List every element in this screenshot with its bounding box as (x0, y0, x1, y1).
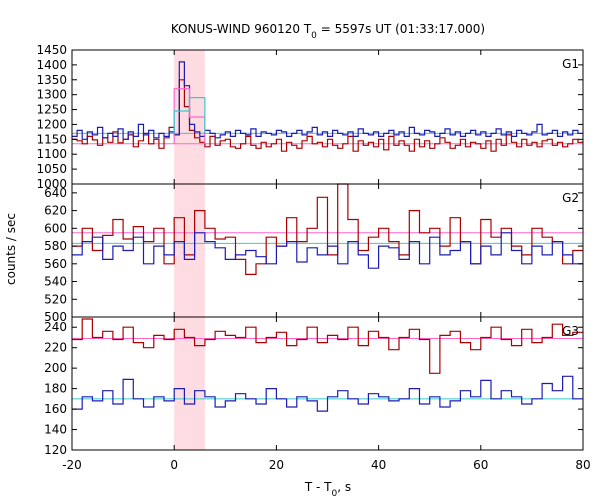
panel-label-g3: G3 (562, 324, 579, 338)
y-tick-label: 160 (44, 402, 67, 416)
panel-g2: 500 520 540 560 580 600 620 640 G2 (44, 183, 584, 324)
y-tick-label: 1050 (36, 162, 67, 176)
chart-title-main: KONUS-WIND 960120 T (171, 22, 312, 36)
series-red-g1 (72, 79, 583, 152)
x-tick-label: -20 (62, 458, 82, 472)
chart-title-subscript: 0 (311, 31, 317, 41)
panel-g3: 120 140 160 180 200 220 240 G3 (44, 316, 584, 457)
series-blue-g3 (72, 375, 583, 412)
y-tick-label: 540 (44, 275, 67, 289)
x-axis-title: T - T0, s (304, 480, 351, 499)
x-tick-label: 20 (269, 458, 284, 472)
y-axis-title: counts / sec (4, 213, 18, 285)
x-tick-label: 0 (170, 458, 178, 472)
panel-frame-area (72, 50, 583, 184)
y-tick-label: 1450 (36, 43, 67, 57)
y-tick-label: 1400 (36, 58, 67, 72)
y-tick-label: 120 (44, 443, 67, 457)
y-tick-label: 240 (44, 320, 67, 334)
chart-title: KONUS-WIND 960120 T0 = 5597s UT (01:33:1… (171, 22, 485, 41)
y-tick-label: 620 (44, 204, 67, 218)
y-tick-label: 520 (44, 292, 67, 306)
y-tick-label: 1150 (36, 132, 67, 146)
series-red-g2 (72, 183, 583, 275)
panel-label-g1: G1 (562, 57, 579, 71)
x-axis-title-rest: , s (337, 480, 351, 494)
y-tick-label: 640 (44, 186, 67, 200)
y-tick-label: 580 (44, 239, 67, 253)
y-tick-label: 220 (44, 341, 67, 355)
panel-frame (71, 316, 584, 451)
y-tick-label: 200 (44, 361, 67, 375)
series-blue-g1 (72, 61, 583, 140)
y-tick-label: 1350 (36, 73, 67, 87)
y-tick-label: 500 (44, 310, 67, 324)
series-red-g3 (72, 318, 583, 374)
plot-area: 1000105011001150120012501300135014001450… (36, 43, 590, 472)
y-tick-label: 1200 (36, 117, 67, 131)
y-tick-label: 1250 (36, 103, 67, 117)
series-blue-g2 (72, 232, 583, 269)
chart-title-rest: = 5597s UT (01:33:17.000) (317, 22, 485, 36)
y-tick-label: 1100 (36, 147, 67, 161)
x-axis-title-subscript: 0 (332, 489, 338, 499)
panel-frame (71, 49, 584, 185)
x-tick-label: 40 (371, 458, 386, 472)
x-tick-label: 80 (575, 458, 590, 472)
x-axis-title-main: T - T (304, 480, 332, 494)
y-tick-label: 180 (44, 382, 67, 396)
burst-overlay-2 (173, 97, 206, 134)
x-tick-label: 60 (473, 458, 488, 472)
y-tick-label: 1300 (36, 88, 67, 102)
y-tick-label: 140 (44, 423, 67, 437)
panel-g1: 1000105011001150120012501300135014001450… (36, 43, 584, 191)
y-tick-label: 1000 (36, 177, 67, 191)
panel-label-g2: G2 (562, 191, 579, 205)
y-tick-label: 560 (44, 257, 67, 271)
y-tick-label: 600 (44, 221, 67, 235)
